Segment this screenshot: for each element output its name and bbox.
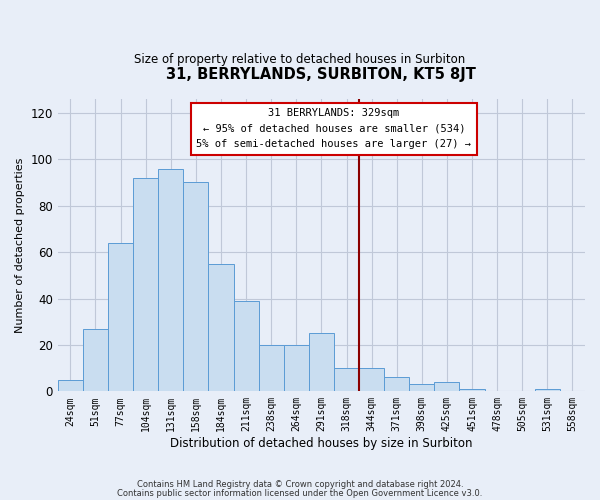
Bar: [133, 178, 158, 392]
Title: 31, BERRYLANDS, SURBITON, KT5 8JT: 31, BERRYLANDS, SURBITON, KT5 8JT: [166, 68, 476, 82]
Y-axis label: Number of detached properties: Number of detached properties: [15, 158, 25, 333]
Bar: [284, 345, 309, 392]
Bar: [535, 389, 560, 392]
Text: Size of property relative to detached houses in Surbiton: Size of property relative to detached ho…: [134, 52, 466, 66]
Bar: [359, 368, 384, 392]
Bar: [334, 368, 359, 392]
Bar: [384, 378, 409, 392]
Bar: [58, 380, 83, 392]
Bar: [233, 301, 259, 392]
Bar: [108, 243, 133, 392]
Text: Contains public sector information licensed under the Open Government Licence v3: Contains public sector information licen…: [118, 488, 482, 498]
Bar: [158, 168, 184, 392]
Bar: [434, 382, 460, 392]
Bar: [309, 334, 334, 392]
Bar: [83, 328, 108, 392]
Bar: [208, 264, 233, 392]
Text: Contains HM Land Registry data © Crown copyright and database right 2024.: Contains HM Land Registry data © Crown c…: [137, 480, 463, 489]
Bar: [184, 182, 208, 392]
Text: 31 BERRYLANDS: 329sqm
← 95% of detached houses are smaller (534)
5% of semi-deta: 31 BERRYLANDS: 329sqm ← 95% of detached …: [196, 108, 472, 150]
Bar: [259, 345, 284, 392]
Bar: [460, 389, 485, 392]
Bar: [409, 384, 434, 392]
X-axis label: Distribution of detached houses by size in Surbiton: Distribution of detached houses by size …: [170, 437, 473, 450]
